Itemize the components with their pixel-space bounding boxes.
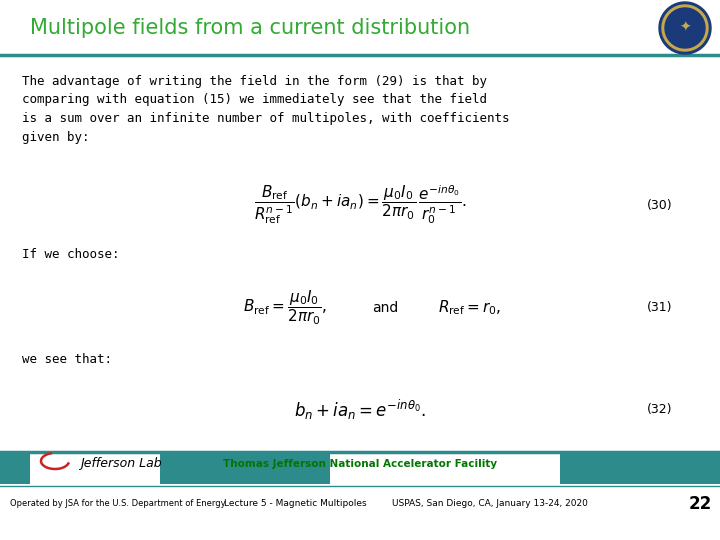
Text: $R_\mathrm{ref} = r_0,$: $R_\mathrm{ref} = r_0,$: [438, 299, 502, 318]
Polygon shape: [662, 5, 708, 51]
Text: Operated by JSA for the U.S. Department of Energy: Operated by JSA for the U.S. Department …: [10, 500, 225, 509]
FancyBboxPatch shape: [0, 454, 30, 484]
Text: and: and: [372, 301, 398, 315]
Text: (30): (30): [647, 199, 672, 212]
Text: USPAS, San Diego, CA, January 13-24, 2020: USPAS, San Diego, CA, January 13-24, 202…: [392, 500, 588, 509]
Text: $\dfrac{B_\mathrm{ref}}{R_\mathrm{ref}^{n-1}}(b_n + ia_n) = \dfrac{\mu_0 I_0}{2\: $\dfrac{B_\mathrm{ref}}{R_\mathrm{ref}^{…: [253, 184, 467, 226]
Polygon shape: [665, 8, 705, 48]
Text: we see that:: we see that:: [22, 353, 112, 366]
Text: (31): (31): [647, 301, 672, 314]
Text: Multipole fields from a current distribution: Multipole fields from a current distribu…: [30, 18, 470, 38]
Polygon shape: [659, 2, 711, 54]
FancyBboxPatch shape: [160, 454, 330, 484]
Text: ✦: ✦: [679, 21, 690, 35]
Text: Thomas Jefferson National Accelerator Facility: Thomas Jefferson National Accelerator Fa…: [223, 459, 497, 469]
Text: $b_n + ia_n = e^{-in\theta_0}.$: $b_n + ia_n = e^{-in\theta_0}.$: [294, 398, 426, 422]
Text: If we choose:: If we choose:: [22, 248, 120, 261]
Text: Lecture 5 - Magnetic Multipoles: Lecture 5 - Magnetic Multipoles: [224, 500, 366, 509]
FancyBboxPatch shape: [560, 454, 720, 484]
Text: The advantage of writing the field in the form (29) is that by
comparing with eq: The advantage of writing the field in th…: [22, 75, 510, 144]
Text: 22: 22: [688, 495, 711, 513]
Text: Jefferson Lab: Jefferson Lab: [80, 457, 161, 470]
Text: (32): (32): [647, 403, 672, 416]
Text: $B_\mathrm{ref} = \dfrac{\mu_0 I_0}{2\pi r_0},$: $B_\mathrm{ref} = \dfrac{\mu_0 I_0}{2\pi…: [243, 289, 327, 327]
